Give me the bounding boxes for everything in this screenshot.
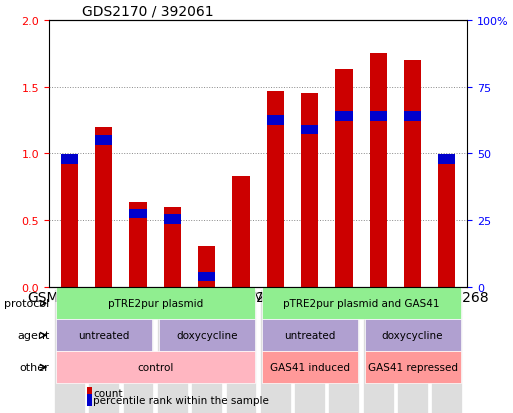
Bar [55, 351, 254, 383]
Text: GDS2170 / 392061: GDS2170 / 392061 [82, 4, 214, 18]
Bar [87, 387, 92, 398]
Bar [404, 61, 421, 287]
Text: percentile rank within the sample: percentile rank within the sample [93, 395, 269, 405]
Bar [438, 155, 456, 164]
Bar [129, 202, 147, 287]
Bar [336, 70, 352, 287]
Text: untreated: untreated [78, 330, 129, 340]
Bar [159, 320, 254, 351]
FancyBboxPatch shape [328, 289, 360, 413]
Text: other: other [19, 362, 49, 373]
Bar [87, 394, 92, 406]
Bar [129, 209, 147, 219]
Text: GAS41 induced: GAS41 induced [270, 362, 349, 373]
Text: doxycycline: doxycycline [382, 330, 443, 340]
Text: control: control [137, 362, 173, 373]
Bar [301, 126, 318, 135]
FancyBboxPatch shape [226, 289, 256, 413]
Bar [370, 54, 387, 287]
Bar [61, 158, 78, 287]
Bar [365, 320, 461, 351]
Text: doxycycline: doxycycline [176, 330, 238, 340]
FancyBboxPatch shape [191, 289, 222, 413]
Bar [198, 272, 215, 282]
Bar [55, 287, 254, 320]
Text: untreated: untreated [284, 330, 336, 340]
Bar [61, 155, 78, 164]
Bar [301, 94, 318, 287]
Text: pTRE2pur plasmid and GAS41: pTRE2pur plasmid and GAS41 [283, 299, 439, 309]
FancyBboxPatch shape [260, 289, 291, 413]
Bar [370, 112, 387, 121]
FancyBboxPatch shape [54, 289, 85, 413]
Bar [262, 351, 358, 383]
Bar [262, 287, 461, 320]
Bar [404, 112, 421, 121]
Bar [267, 91, 284, 287]
Text: protocol: protocol [4, 299, 49, 309]
Bar [164, 207, 181, 287]
Bar [198, 246, 215, 287]
Bar [164, 215, 181, 224]
Bar [232, 177, 249, 287]
Text: count: count [93, 389, 123, 399]
FancyBboxPatch shape [294, 289, 325, 413]
Bar [365, 351, 461, 383]
FancyBboxPatch shape [88, 289, 119, 413]
FancyBboxPatch shape [157, 289, 188, 413]
FancyBboxPatch shape [363, 289, 393, 413]
Bar [336, 112, 352, 121]
FancyBboxPatch shape [397, 289, 428, 413]
Bar [95, 128, 112, 287]
Bar [55, 320, 152, 351]
Text: agent: agent [17, 330, 49, 340]
Bar [438, 158, 456, 287]
Bar [262, 320, 358, 351]
Bar [267, 116, 284, 126]
FancyBboxPatch shape [431, 289, 462, 413]
Bar [95, 136, 112, 145]
FancyBboxPatch shape [123, 289, 153, 413]
Text: GAS41 repressed: GAS41 repressed [368, 362, 458, 373]
Text: pTRE2pur plasmid: pTRE2pur plasmid [108, 299, 203, 309]
